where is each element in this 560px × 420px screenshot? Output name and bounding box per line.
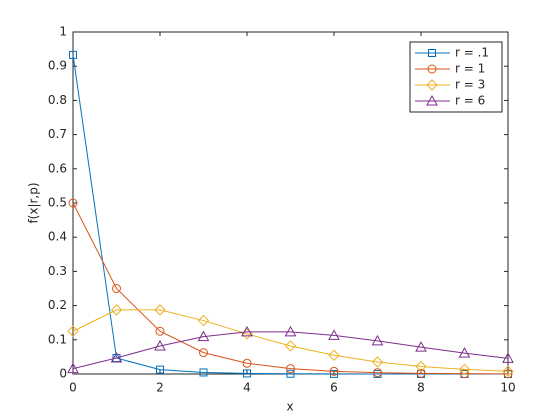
legend-marker [426, 79, 438, 91]
marker [458, 347, 471, 358]
legend-label: r = 3 [455, 78, 485, 92]
legend-marker [426, 94, 438, 106]
marker [156, 365, 164, 374]
line [72, 202, 509, 375]
y-tick-label: 0 [59, 367, 67, 381]
marker [458, 363, 471, 376]
x-axis-label: x [286, 400, 293, 414]
y-tick-label: 0.7 [48, 127, 67, 141]
marker [286, 369, 295, 378]
marker [329, 366, 339, 376]
marker [67, 325, 79, 337]
marker [503, 369, 513, 379]
legend-box [409, 41, 503, 113]
marker [371, 356, 384, 368]
marker [502, 352, 514, 363]
y-tick-label: 0.4 [48, 230, 67, 244]
y-tick-label: 0.6 [48, 161, 67, 175]
legend-label: r = 1 [455, 62, 485, 76]
marker [284, 340, 297, 352]
marker [415, 341, 427, 352]
marker [154, 304, 166, 316]
legend-marker [427, 64, 437, 74]
legend-label: r = 6 [455, 94, 485, 108]
marker [502, 365, 514, 377]
marker [69, 50, 77, 59]
y-axis-label: f(x|r,p) [27, 182, 41, 223]
line [72, 309, 509, 372]
y-tick-label: 0.3 [48, 264, 67, 278]
marker [243, 369, 251, 378]
marker [154, 339, 166, 351]
marker [112, 284, 121, 293]
y-tick-label: 0.8 [48, 93, 67, 107]
marker [416, 368, 426, 378]
marker [197, 330, 210, 342]
marker [373, 368, 382, 378]
marker [197, 314, 210, 327]
marker [371, 334, 384, 346]
x-tick-label: 8 [417, 381, 425, 395]
marker [284, 325, 297, 337]
marker [199, 348, 208, 358]
x-tick-label: 0 [69, 381, 77, 395]
legend-label: r = .1 [455, 46, 489, 60]
marker [328, 329, 340, 340]
y-tick-label: 1 [59, 25, 67, 39]
marker [242, 358, 252, 368]
marker [328, 349, 340, 362]
marker [415, 360, 427, 373]
x-tick-label: 10 [500, 381, 515, 395]
marker [286, 364, 295, 374]
line [72, 54, 508, 375]
marker [155, 326, 165, 336]
x-tick-label: 6 [330, 381, 338, 395]
y-tick-label: 0.5 [48, 196, 67, 210]
x-tick-label: 2 [156, 381, 164, 395]
marker [110, 351, 123, 363]
marker [68, 198, 78, 208]
marker [199, 368, 208, 377]
marker [241, 325, 253, 337]
legend-marker [428, 49, 436, 57]
marker [67, 362, 79, 374]
marker [110, 304, 123, 316]
y-tick-label: 0.1 [48, 332, 67, 346]
y-tick-label: 0.2 [48, 298, 67, 312]
line [72, 331, 509, 370]
x-tick-label: 4 [243, 381, 251, 395]
y-tick-label: 0.9 [48, 59, 67, 73]
